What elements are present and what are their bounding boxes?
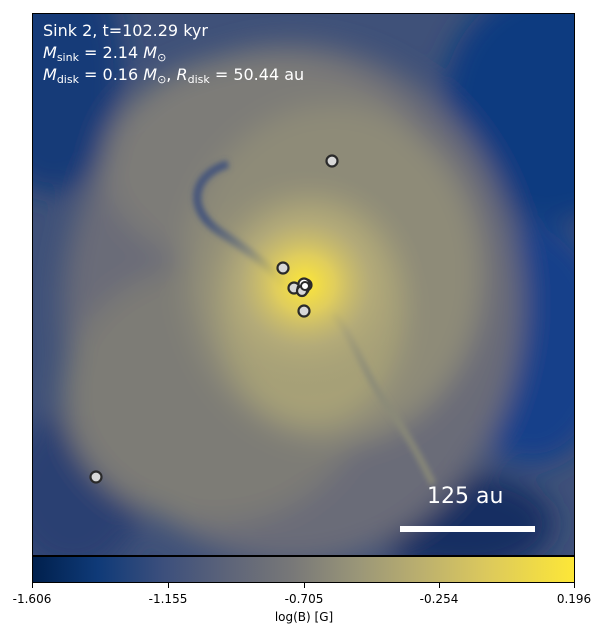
colorbar-tick: [168, 583, 169, 588]
rdisk-sub: disk: [187, 73, 210, 86]
rdisk-value: = 50.44 au: [214, 65, 305, 84]
mdisk-sub: disk: [56, 73, 79, 86]
sink-marker: [325, 154, 339, 168]
sink-marker: [300, 281, 310, 291]
msink-symbol: M: [43, 43, 57, 62]
colorbar-tick: [574, 583, 575, 588]
msink-unit-sub: ⊙: [157, 51, 167, 64]
scale-bar: [400, 526, 535, 532]
colorbar-label: log(B) [G]: [274, 610, 334, 624]
colorbar: [32, 556, 575, 583]
colorbar-tick-label: -0.705: [284, 592, 324, 606]
msink-sub: sink: [56, 51, 79, 64]
sink-marker: [297, 304, 311, 318]
scale-bar-label: 125 au: [427, 484, 504, 509]
field-map-image: [33, 14, 574, 555]
sink-time-label: Sink 2, t=102.29 kyr: [43, 21, 208, 40]
mdisk-value: = 0.16: [84, 65, 139, 84]
colorbar-tick: [304, 583, 305, 588]
sink-marker: [89, 470, 103, 484]
colorbar-tick-label: -0.254: [419, 592, 459, 606]
sink-particles: [89, 154, 339, 484]
disk-label: Mdisk = 0.16 M⊙, Rdisk = 50.44 au: [43, 65, 305, 86]
mdisk-unit-sub: ⊙: [157, 73, 167, 86]
mdisk-unit: M: [143, 65, 158, 84]
colorbar-tick: [32, 583, 33, 588]
msink-unit: M: [143, 43, 158, 62]
mdisk-symbol: M: [43, 65, 57, 84]
sink-mass-label: Msink = 2.14 M⊙: [43, 43, 166, 68]
colorbar-tick-label: -1.606: [12, 592, 52, 606]
colorbar-tick-label: -1.155: [148, 592, 188, 606]
msink-value: = 2.14: [84, 43, 139, 62]
sink-marker: [276, 261, 290, 275]
colorbar-tick: [439, 583, 440, 588]
magnetic-field-map: Sink 2, t=102.29 kyr Msink = 2.14 M⊙ Mdi…: [32, 13, 575, 556]
rdisk-symbol: R: [176, 65, 188, 84]
colorbar-tick-label: 0.196: [556, 592, 592, 606]
